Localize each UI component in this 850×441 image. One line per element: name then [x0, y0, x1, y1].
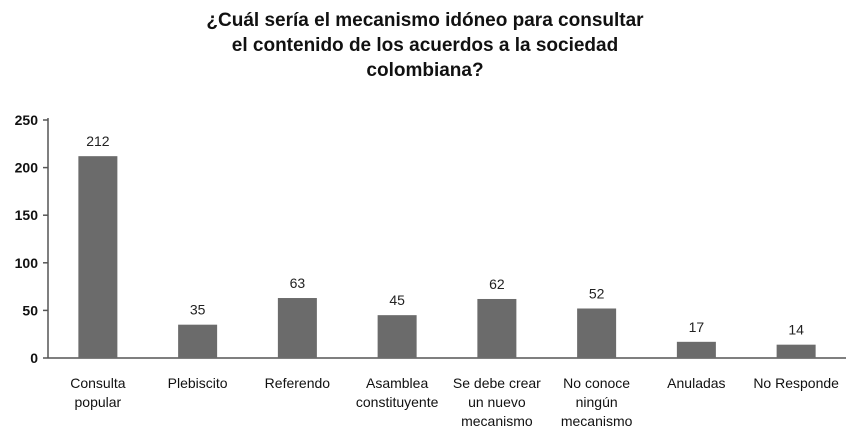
y-tick-label: 100 [15, 255, 39, 271]
bar [477, 298, 517, 358]
chart-title-line-3: colombiana? [366, 60, 484, 81]
y-tick-label: 150 [15, 207, 39, 223]
category-label: mecanismo [461, 413, 533, 429]
bar [178, 324, 218, 358]
bar [776, 344, 816, 358]
y-tick-label: 250 [15, 112, 39, 128]
data-label: 45 [389, 292, 405, 308]
data-label: 17 [689, 319, 705, 335]
y-tick-label: 50 [22, 302, 38, 318]
data-label: 63 [290, 275, 306, 291]
category-label: ningún [576, 394, 618, 410]
bar [377, 315, 417, 358]
data-label: 212 [86, 133, 110, 149]
bar [676, 341, 716, 358]
category-label: No Responde [753, 375, 839, 391]
data-label: 52 [589, 285, 605, 301]
category-label: Asamblea [366, 375, 428, 391]
category-label: popular [75, 394, 122, 410]
category-label: Anuladas [667, 375, 725, 391]
category-label: Consulta [70, 375, 125, 391]
data-label: 35 [190, 302, 206, 318]
bar [577, 308, 617, 358]
chart-title: ¿Cuál sería el mecanismo idóneo para con… [0, 8, 850, 83]
category-label: un nuevo [468, 394, 526, 410]
chart-title-line-2: el contenido de los acuerdos a la socied… [231, 35, 619, 56]
y-tick-label: 200 [15, 160, 39, 176]
data-label: 62 [489, 276, 505, 292]
category-label: mecanismo [561, 413, 633, 429]
category-label: constituyente [356, 394, 439, 410]
data-label: 14 [788, 322, 804, 338]
bar [78, 156, 118, 358]
y-tick-label: 0 [30, 350, 38, 366]
category-label: Se debe crear [453, 375, 541, 391]
category-label: Referendo [265, 375, 331, 391]
chart-title-line-1: ¿Cuál sería el mecanismo idóneo para con… [206, 10, 644, 31]
category-label: Plebiscito [168, 375, 228, 391]
bar [277, 298, 317, 358]
category-label: No conoce [563, 375, 630, 391]
